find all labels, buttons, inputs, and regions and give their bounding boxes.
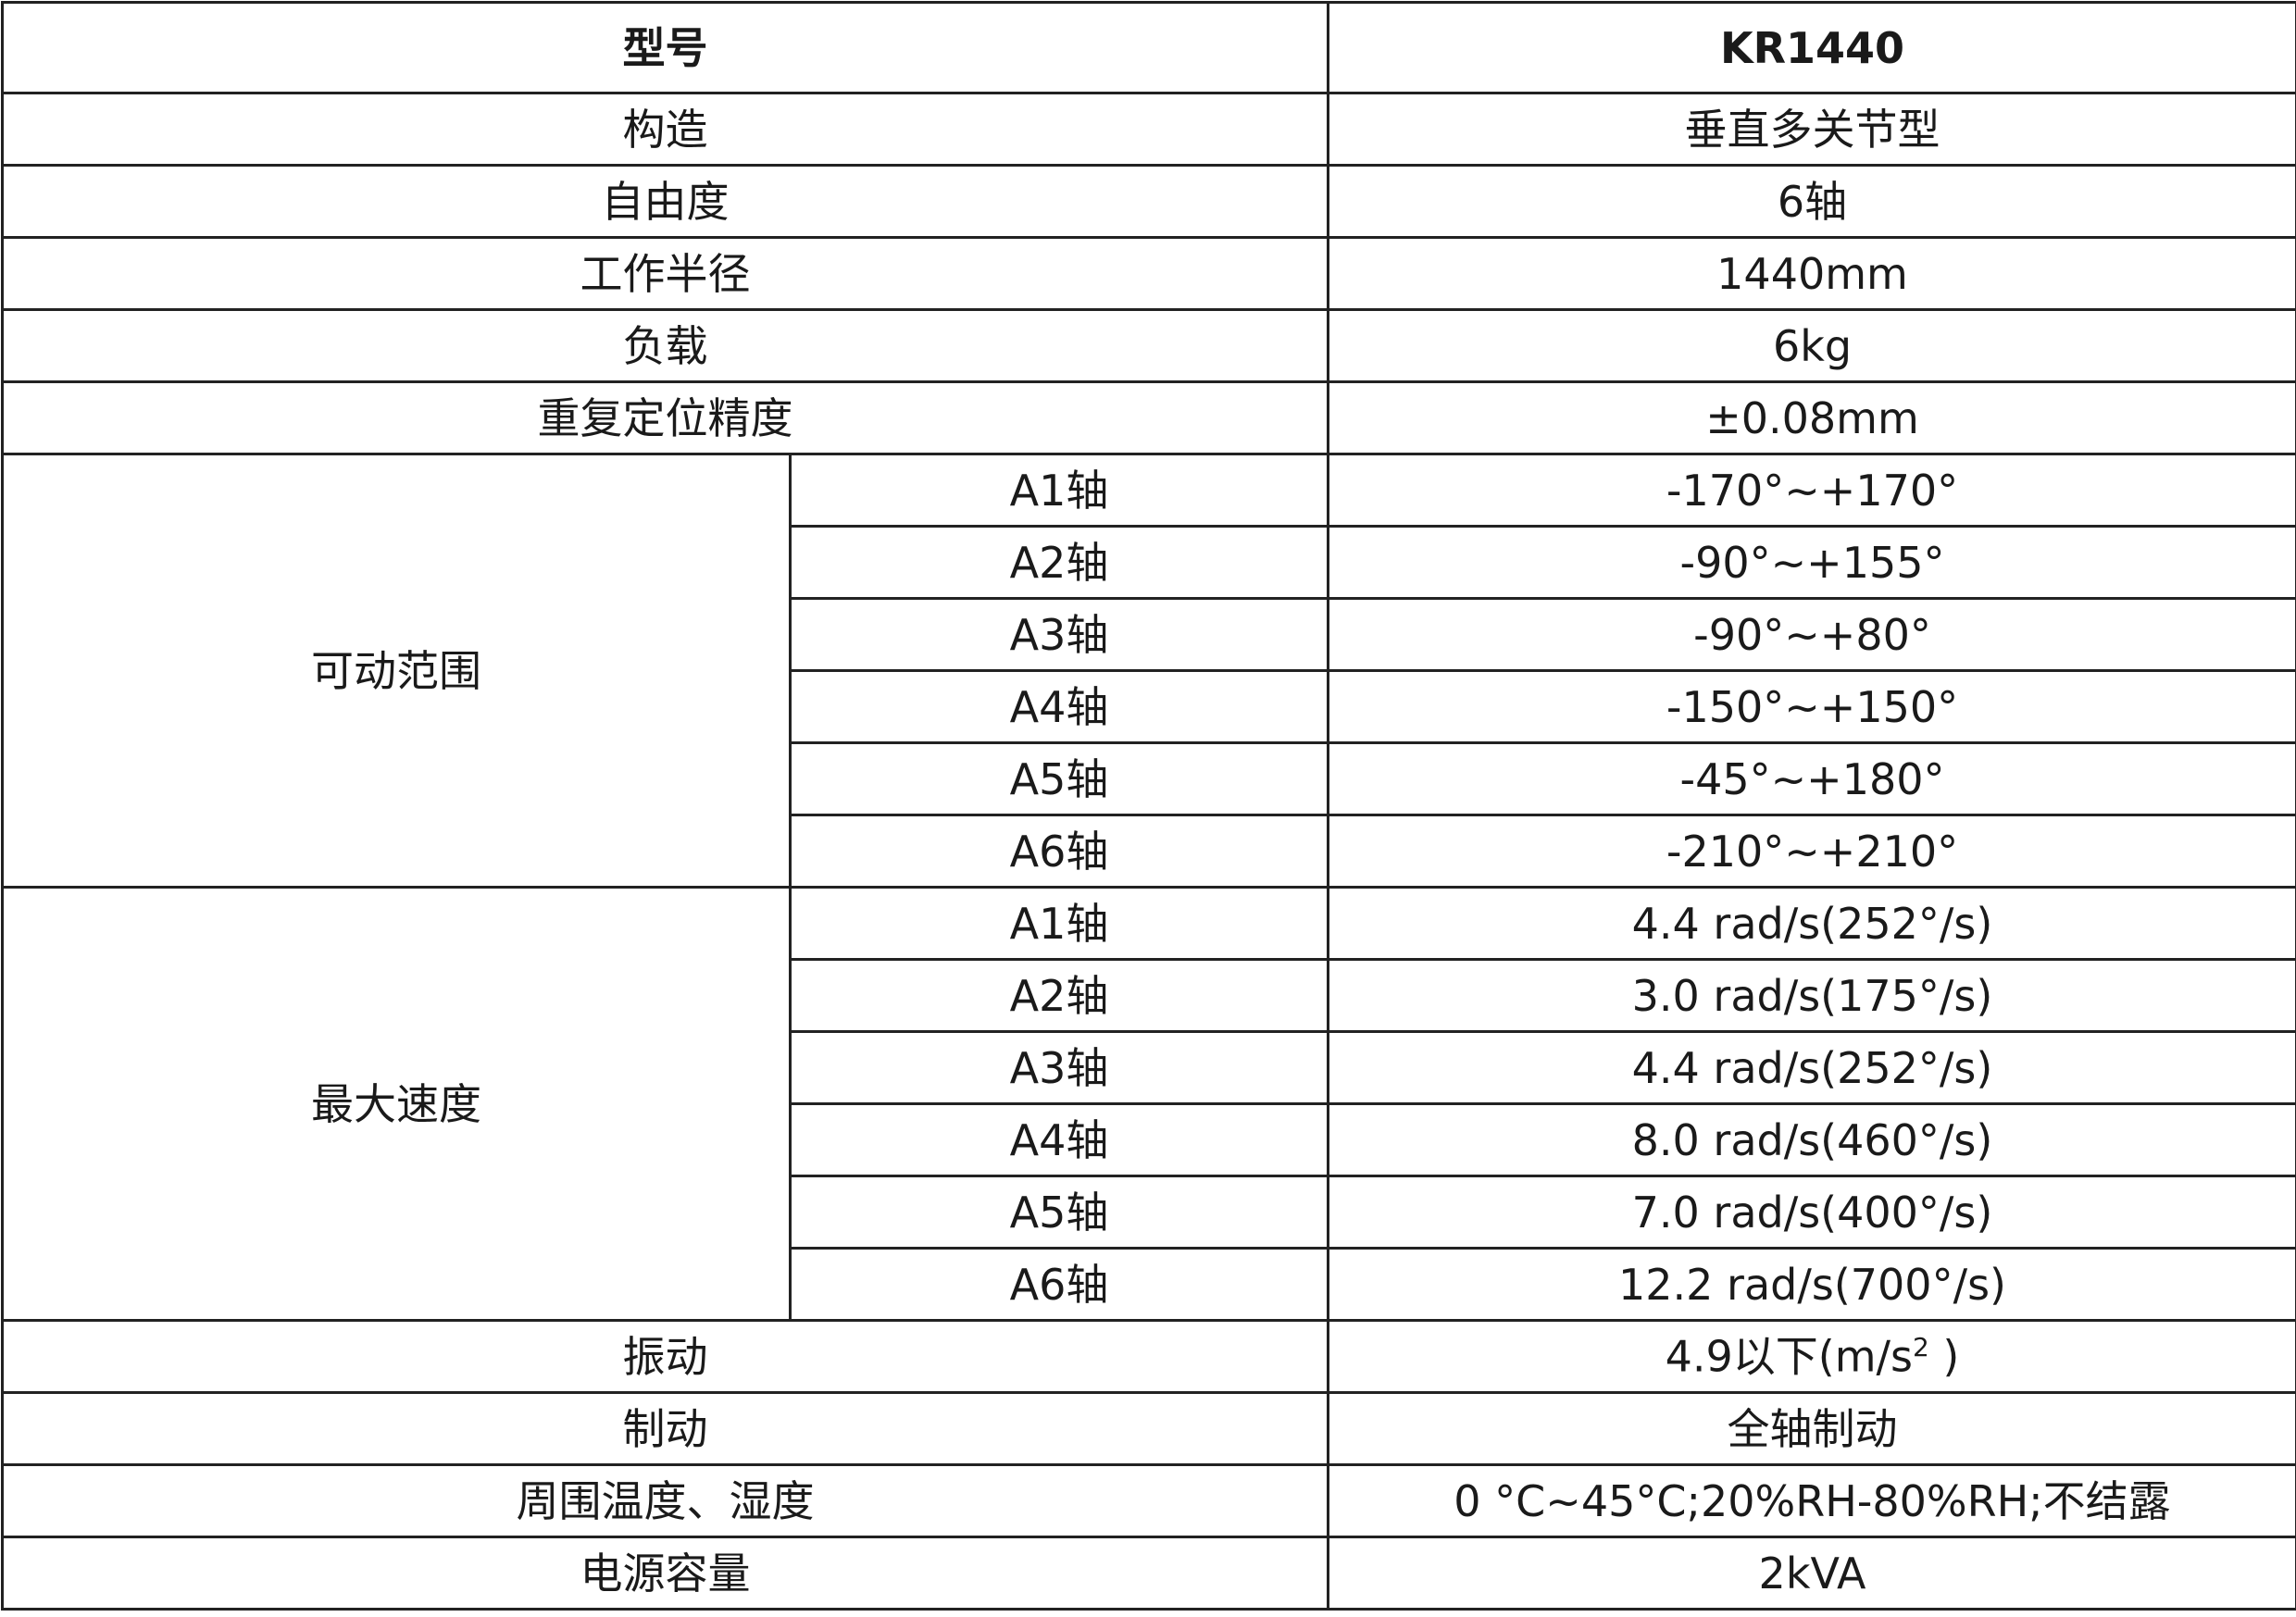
spec-value-cell: 垂直多关节型 [1329,93,2296,166]
spec-label-cell: 负载 [3,310,1329,382]
value-text: 4.9以下(m/s [1666,1332,1913,1382]
spec-label-cell: 电源容量 [3,1537,1329,1610]
header-label-cell: 型号 [3,3,1329,93]
axis-value-cell: 8.0 rad/s(460°/s) [1329,1104,2296,1176]
spec-value-cell: 0 °C~45°C;20%RH-80%RH;不结露 [1329,1465,2296,1537]
axis-value-cell: -170°~+170° [1329,454,2296,527]
table-row: 制动全轴制动 [3,1393,2296,1465]
table-row: 重复定位精度±0.08mm [3,382,2296,454]
spec-value-cell: 4.9以下(m/s2 ) [1329,1321,2296,1393]
header-model-cell: KR1440 [1329,3,2296,93]
axis-label-cell: A3轴 [791,599,1329,671]
axis-label-cell: A2轴 [791,960,1329,1032]
axis-value-cell: 3.0 rad/s(175°/s) [1329,960,2296,1032]
axis-value-cell: -45°~+180° [1329,743,2296,815]
axis-label-cell: A5轴 [791,743,1329,815]
group-label-cell: 最大速度 [3,888,791,1321]
group-label-cell: 可动范围 [3,454,791,888]
axis-value-cell: -90°~+155° [1329,527,2296,599]
spec-value-cell: 全轴制动 [1329,1393,2296,1465]
spec-value-cell: ±0.08mm [1329,382,2296,454]
axis-value-cell: -150°~+150° [1329,671,2296,743]
axis-value-cell: 7.0 rad/s(400°/s) [1329,1176,2296,1249]
axis-label-cell: A1轴 [791,888,1329,960]
spec-label-cell: 振动 [3,1321,1329,1393]
axis-label-cell: A6轴 [791,815,1329,888]
axis-value-cell: 4.4 rad/s(252°/s) [1329,888,2296,960]
spec-value-cell: 6kg [1329,310,2296,382]
axis-label-cell: A4轴 [791,1104,1329,1176]
spec-label-cell: 自由度 [3,166,1329,238]
axis-label-cell: A6轴 [791,1249,1329,1321]
spec-label-cell: 重复定位精度 [3,382,1329,454]
spec-value-cell: 2kVA [1329,1537,2296,1610]
value-suffix: ) [1929,1332,1960,1382]
axis-value-cell: 12.2 rad/s(700°/s) [1329,1249,2296,1321]
spec-value-cell: 6轴 [1329,166,2296,238]
axis-label-cell: A1轴 [791,454,1329,527]
spec-value-cell: 1440mm [1329,238,2296,310]
axis-label-cell: A2轴 [791,527,1329,599]
spec-label-cell: 制动 [3,1393,1329,1465]
axis-label-cell: A5轴 [791,1176,1329,1249]
spec-label-cell: 工作半径 [3,238,1329,310]
table-row: 构造垂直多关节型 [3,93,2296,166]
axis-value-cell: -90°~+80° [1329,599,2296,671]
axis-value-cell: 4.4 rad/s(252°/s) [1329,1032,2296,1104]
spec-label-cell: 周围温度、湿度 [3,1465,1329,1537]
spec-label-cell: 构造 [3,93,1329,166]
superscript: 2 [1913,1332,1929,1362]
axis-value-cell: -210°~+210° [1329,815,2296,888]
axis-label-cell: A3轴 [791,1032,1329,1104]
axis-label-cell: A4轴 [791,671,1329,743]
